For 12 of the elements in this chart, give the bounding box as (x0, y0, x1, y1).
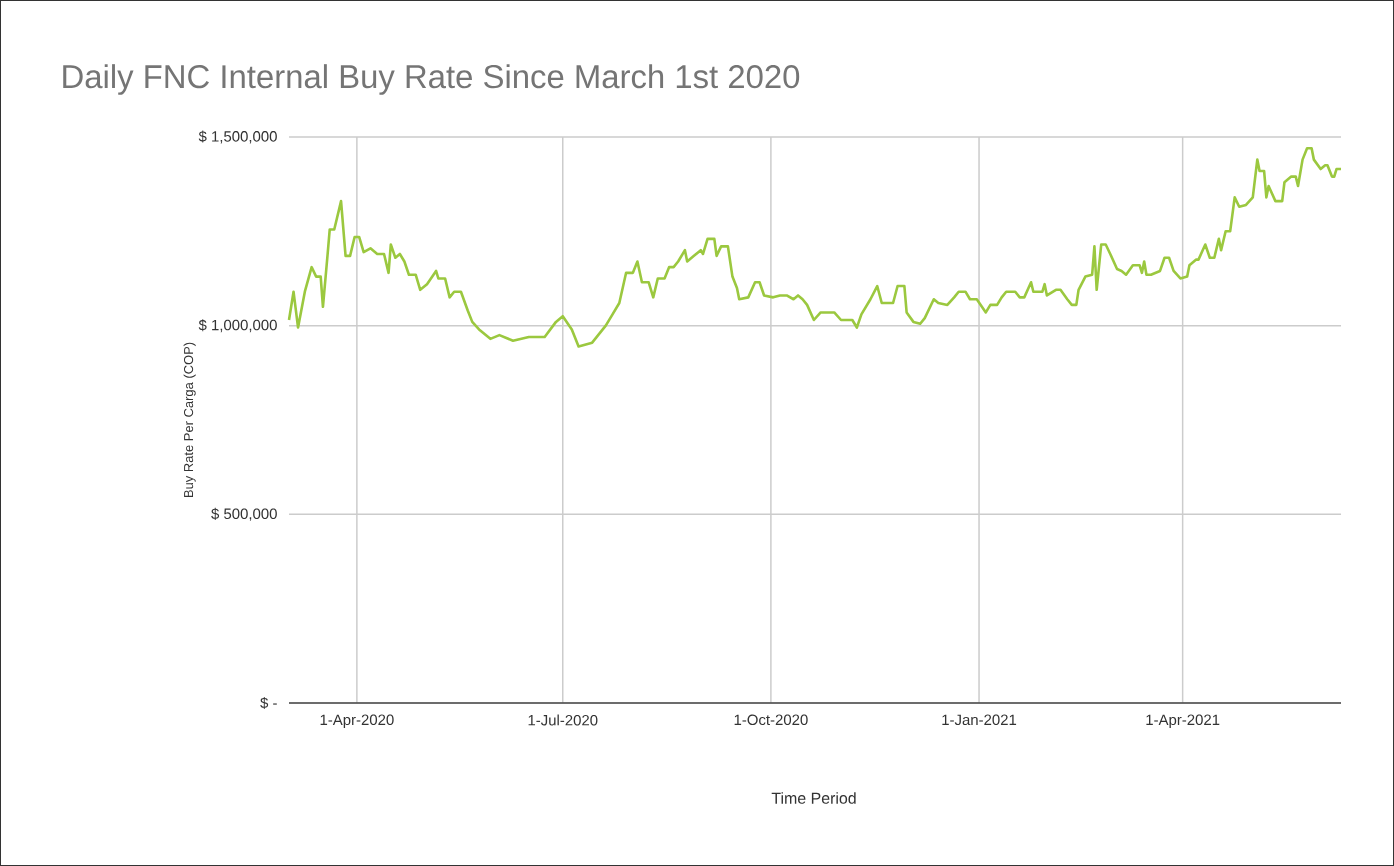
y-tick-label: $ 1,500,000 (198, 130, 277, 144)
x-tick-label: 1-Apr-2021 (1146, 714, 1220, 729)
chart-title: Daily FNC Internal Buy Rate Since March 1st 2020 (63, 64, 800, 95)
x-tick-label: 1-Apr-2020 (320, 714, 394, 729)
x-tick-label: 1-Oct-2020 (734, 714, 808, 726)
x-tick-label: 1-Jan-2021 (942, 714, 1017, 726)
x-axis-title: Time Period (771, 792, 856, 804)
x-tick-label: 1-Jul-2020 (528, 714, 598, 726)
y-tick-label: $ 500,000 (211, 507, 277, 521)
y-axis-title: Buy Rate Per Carga (COP) (183, 342, 196, 498)
y-tick-label: $ 1,000,000 (198, 319, 277, 333)
y-tick-label: $ - (260, 696, 277, 710)
